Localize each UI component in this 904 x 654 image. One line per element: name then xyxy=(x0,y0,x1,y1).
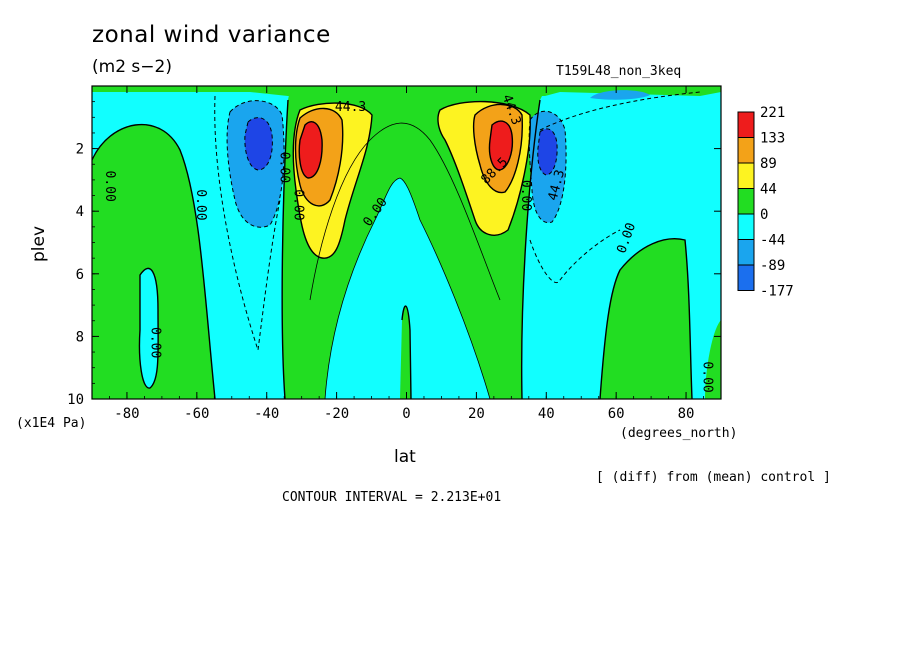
region-cyan-pocket-south xyxy=(139,268,159,389)
colorbar: 221 133 89 44 0 -44 -89 -177 xyxy=(737,105,794,300)
region-red-nh-jet xyxy=(489,121,513,170)
region-red-sh-jet xyxy=(299,121,323,178)
x-tick-label: 80 xyxy=(678,406,695,422)
x-tick-label: -60 xyxy=(184,406,209,422)
region-green-thin-equator xyxy=(400,306,411,399)
colorbar-label: 133 xyxy=(760,131,785,147)
region-lightblue-north-top xyxy=(590,90,650,100)
colorbar-swatch xyxy=(737,111,755,138)
x-tick-label: -80 xyxy=(114,406,139,422)
x-axis-ticks: -80 -60 -40 -20 0 20 40 60 80 xyxy=(91,86,722,422)
region-blue-nh xyxy=(537,128,558,175)
x-tick-label: 20 xyxy=(468,406,485,422)
chart-title: zonal wind variance xyxy=(92,22,331,48)
y-tick-label: 2 xyxy=(76,142,84,158)
x-tick-label: -20 xyxy=(324,406,349,422)
colorbar-label: 221 xyxy=(760,105,785,121)
contour-interval: CONTOUR INTERVAL = 2.213E+01 xyxy=(282,490,502,505)
contour-label: 0.00 xyxy=(102,171,117,202)
colorbar-label: -177 xyxy=(760,284,794,300)
x-tick-label: 60 xyxy=(608,406,625,422)
diff-note: [ (diff) from (mean) control ] xyxy=(596,470,831,485)
x-tick-label: 40 xyxy=(538,406,555,422)
colorbar-swatch xyxy=(737,264,755,291)
colorbar-swatch xyxy=(737,162,755,189)
region-green-far-north xyxy=(600,238,692,399)
colorbar-swatch xyxy=(737,239,755,266)
contour-lines-dashed xyxy=(214,91,701,351)
colorbar-label: -44 xyxy=(760,233,785,249)
y-axis-ticks: 2 4 6 8 10 xyxy=(67,85,721,408)
contour-label: 0.00 xyxy=(291,189,306,220)
y-tick-label: 6 xyxy=(76,267,84,283)
colorbar-label: 44 xyxy=(760,182,777,198)
contour-label: 0.00 xyxy=(700,361,715,392)
region-green-edge-north xyxy=(705,320,721,399)
x-tick-label: 0 xyxy=(402,406,410,422)
colorbar-label: -89 xyxy=(760,258,785,274)
chart-units: (m2 s−2) xyxy=(92,57,172,77)
contour-label: 0.00 xyxy=(193,189,208,220)
colorbar-swatch xyxy=(737,137,755,164)
colorbar-swatch xyxy=(737,188,755,215)
y-tick-label: 10 xyxy=(67,392,84,408)
contour-lines-thin xyxy=(309,122,501,399)
colorbar-label: 89 xyxy=(760,156,777,172)
y-tick-label: 4 xyxy=(76,204,84,220)
colorbar-label: 0 xyxy=(760,207,768,223)
region-blue-sh xyxy=(244,117,273,170)
contour-label: 0.00 xyxy=(147,327,162,358)
contour-label: 0.00 xyxy=(518,180,533,211)
x-units-label: (degrees_north) xyxy=(620,426,738,441)
x-axis-label: lat xyxy=(394,447,416,467)
contour-label: 44.3 xyxy=(335,100,366,115)
colorbar-swatch xyxy=(737,213,755,240)
y-units-label: (x1E4 Pa) xyxy=(16,416,87,431)
y-tick-label: 8 xyxy=(76,329,84,345)
y-axis-label: plev xyxy=(29,225,49,262)
region-green-far-south xyxy=(92,124,215,399)
contour-lines-solid xyxy=(92,99,693,399)
x-tick-label: -40 xyxy=(254,406,279,422)
run-label: T159L48_non_3keq xyxy=(556,64,682,79)
contour-label: 0.00 xyxy=(277,152,292,183)
